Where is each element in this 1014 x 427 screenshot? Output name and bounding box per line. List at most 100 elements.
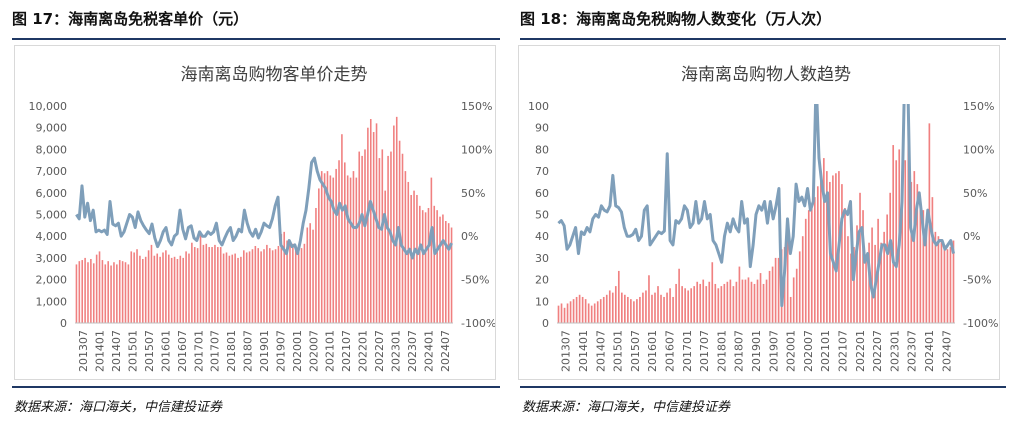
bar [693, 286, 696, 323]
bar [283, 231, 285, 323]
bar [130, 251, 133, 323]
x-tick-label: 201901 [258, 330, 271, 372]
bar [931, 197, 934, 323]
bar [847, 236, 849, 323]
bar [904, 160, 907, 323]
bar [442, 214, 444, 323]
figure-17-chart: 海南离岛购物客单价走势 0 1,000 2,000 3,000 4,000 5,000 6,0… [29, 65, 496, 372]
bar [205, 243, 208, 323]
x-tick-label: 202107 [837, 330, 850, 372]
bar [850, 253, 852, 323]
bar [720, 286, 723, 323]
bar [771, 266, 774, 323]
bar [430, 177, 433, 323]
bar [566, 303, 569, 323]
bar [147, 250, 150, 323]
bar [816, 186, 819, 323]
bar [907, 127, 910, 323]
bar [880, 242, 882, 323]
bar [813, 197, 816, 323]
bar [883, 231, 885, 323]
y-left-tick-label: 10,000 [29, 100, 68, 113]
bar [792, 277, 795, 323]
bar [901, 171, 904, 323]
bar [702, 279, 705, 323]
bar [300, 248, 303, 323]
figure-17-chart-frame: 海南离岛购物客单价走势 0 1,000 2,000 3,000 4,000 5,000 6,0… [14, 45, 496, 380]
bar [853, 247, 855, 323]
bar [142, 258, 144, 323]
bar [940, 240, 943, 323]
bar [277, 245, 280, 323]
bar [832, 175, 834, 323]
bar [765, 279, 768, 323]
y-left-tick-label: 60 [535, 187, 549, 200]
bar [895, 160, 898, 323]
bar [92, 263, 95, 323]
y-right-tick-label: 150% [963, 100, 994, 113]
bar [651, 294, 653, 323]
bar [835, 173, 837, 323]
bar [234, 253, 236, 323]
bar [421, 210, 424, 323]
bar [107, 261, 109, 323]
y-left-tick-label: 9,000 [36, 122, 68, 135]
x-tick-label: 201607 [176, 330, 189, 372]
bar [251, 249, 254, 323]
bar [393, 125, 395, 323]
bar [439, 216, 441, 323]
bar [952, 240, 955, 323]
x-tick-label: 201601 [646, 330, 659, 372]
bar [669, 288, 671, 323]
x-tick-label: 202407 [439, 330, 452, 372]
x-tick-label: 202301 [390, 330, 403, 372]
bar [196, 248, 199, 323]
y-right-tick-label: -100% [963, 317, 998, 330]
bar [750, 281, 753, 323]
bar [949, 247, 952, 323]
x-tick-label: 202101 [324, 330, 337, 372]
bar [427, 207, 430, 323]
bar [245, 252, 248, 323]
x-tick-label: 201407 [110, 330, 123, 372]
bar [608, 290, 611, 323]
y-left-tick-label: 2,000 [36, 274, 68, 287]
x-tick-label: 201901 [750, 330, 763, 372]
bar [859, 192, 861, 323]
y-right-tick-label: 100% [461, 143, 492, 156]
bar [90, 258, 92, 323]
bar [268, 248, 271, 323]
bar [630, 299, 632, 323]
bar [188, 253, 190, 323]
x-tick-label: 201801 [225, 330, 238, 372]
x-tick-label: 201801 [715, 330, 728, 372]
bar [862, 210, 864, 323]
bar [910, 181, 913, 323]
bar [404, 171, 407, 323]
bar [369, 119, 372, 323]
bar [925, 218, 928, 323]
bar [593, 303, 596, 323]
bar [856, 225, 858, 323]
bar [684, 288, 686, 323]
bar [578, 294, 581, 323]
bar [153, 255, 156, 323]
y-right-tick-label: -50% [963, 274, 991, 287]
bar [732, 286, 735, 323]
bar [338, 160, 340, 323]
bar [329, 175, 332, 323]
bar [326, 171, 329, 323]
bar [696, 281, 699, 323]
bar [346, 175, 349, 323]
bar [257, 248, 260, 323]
bar [663, 296, 665, 323]
bar [344, 162, 346, 323]
bar [433, 205, 436, 323]
bar [774, 257, 777, 323]
y-left-tick-label: 10 [535, 295, 549, 308]
x-tick-label: 202207 [871, 330, 884, 372]
y-right-tick-label: 50% [461, 187, 485, 200]
y-left-tick-label: 3,000 [36, 252, 68, 265]
x-tick-label: 201807 [242, 330, 255, 372]
x-tick-label: 202107 [340, 330, 353, 372]
